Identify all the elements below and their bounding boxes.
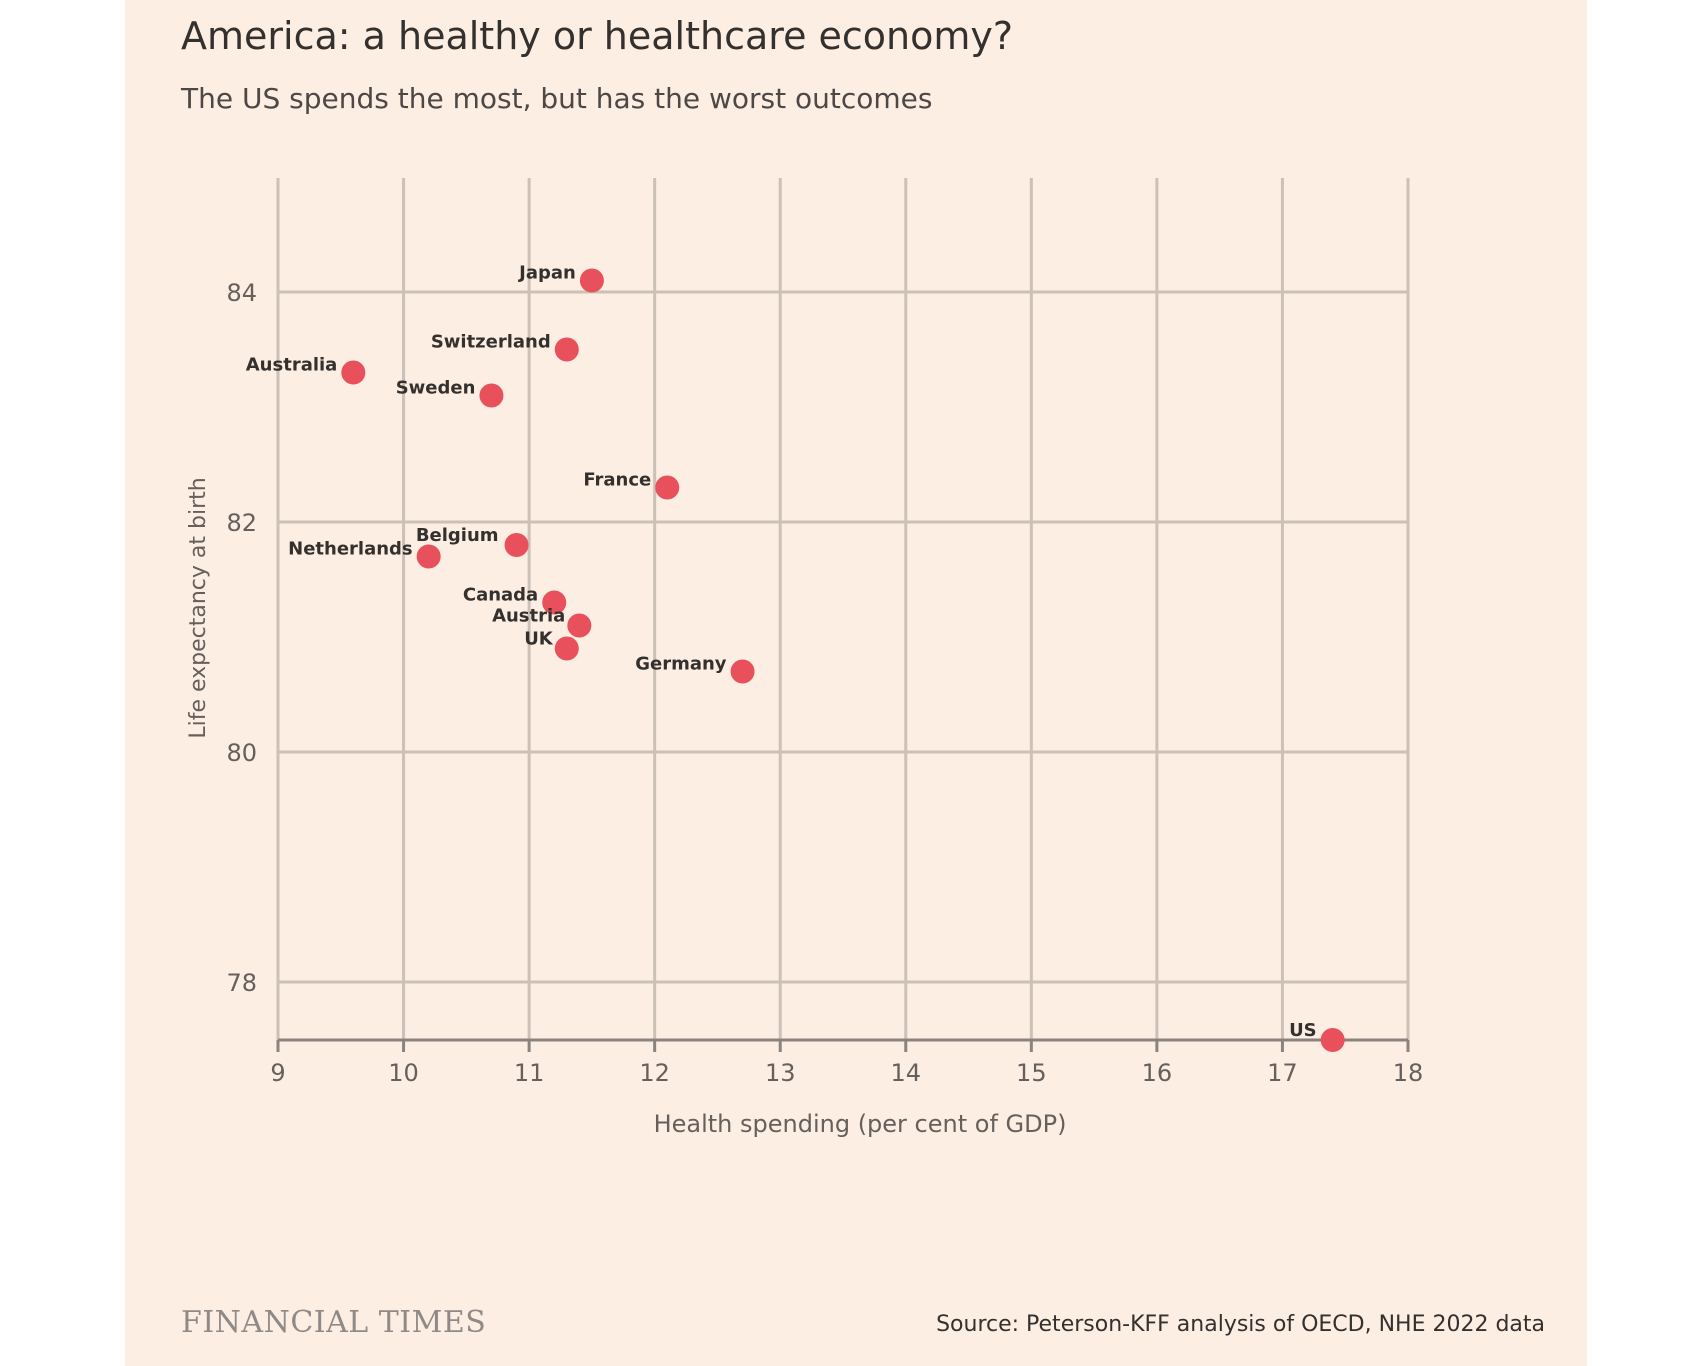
- y-axis-label: Life expectancy at birth: [186, 477, 211, 738]
- point-us: [1320, 1028, 1345, 1052]
- y-gridlines: [278, 290, 1408, 984]
- point-belgium: [504, 533, 529, 557]
- source-note: Source: Peterson-KFF analysis of OECD, N…: [936, 1312, 1545, 1337]
- x-tick-labels: 9 10 11 12 13 14 15 16 17 18: [270, 1059, 1423, 1087]
- x-tick-label-17: 17: [1267, 1059, 1298, 1087]
- x-axis-label: Health spending (per cent of GDP): [654, 1110, 1067, 1138]
- data-points: [341, 268, 1345, 1052]
- x-tick-label-18: 18: [1393, 1059, 1424, 1087]
- x-tick-label-10: 10: [388, 1059, 419, 1087]
- y-tick-label-78: 78: [226, 969, 257, 997]
- point-label-austria: Austria: [492, 606, 565, 627]
- point-australia: [341, 360, 366, 385]
- x-tick-label-16: 16: [1142, 1059, 1173, 1087]
- point-label-canada: Canada: [463, 585, 538, 606]
- scatter-chart: 78 80 82 84 9 10 11 12 13 14 15 16 17 18 Japan Switze…: [186, 178, 1423, 1138]
- point-uk: [554, 636, 579, 661]
- point-netherlands: [416, 544, 441, 569]
- x-tick-label-13: 13: [765, 1059, 796, 1087]
- point-label-belgium: Belgium: [416, 525, 499, 546]
- chart-subtitle: The US spends the most, but has the wors…: [181, 82, 933, 115]
- point-label-australia: Australia: [246, 355, 338, 376]
- point-switzerland: [554, 337, 579, 362]
- x-tick-label-11: 11: [514, 1059, 545, 1087]
- point-label-japan: Japan: [517, 263, 576, 284]
- point-label-germany: Germany: [635, 654, 727, 675]
- y-tick-label-82: 82: [226, 509, 257, 537]
- x-gridlines: [276, 178, 1410, 1052]
- point-sweden: [479, 383, 504, 408]
- point-labels: Japan Switzerland Australia Sweden France Bel…: [246, 263, 1317, 1042]
- point-canada: [542, 590, 567, 615]
- y-tick-labels: 78 80 82 84: [226, 279, 257, 997]
- y-tick-label-84: 84: [226, 279, 257, 307]
- chart-title: America: a healthy or healthcare economy…: [181, 14, 1014, 58]
- point-label-netherlands: Netherlands: [288, 539, 413, 560]
- y-tick-label-80: 80: [226, 739, 257, 767]
- point-label-sweden: Sweden: [396, 378, 476, 399]
- point-germany: [730, 659, 755, 684]
- x-tick-label-14: 14: [891, 1059, 922, 1087]
- point-france: [655, 475, 680, 500]
- x-tick-label-9: 9: [270, 1059, 285, 1087]
- chart-card: America: a healthy or healthcare economy…: [125, 0, 1587, 1366]
- point-austria: [567, 613, 592, 638]
- x-tick-label-15: 15: [1016, 1059, 1047, 1087]
- ft-logo: FINANCIAL TIMES: [181, 1305, 487, 1340]
- point-label-switzerland: Switzerland: [431, 332, 551, 353]
- point-label-us: US: [1289, 1020, 1317, 1041]
- point-label-france: France: [583, 470, 651, 491]
- point-label-uk: UK: [524, 629, 554, 650]
- x-tick-label-12: 12: [639, 1059, 670, 1087]
- point-japan: [579, 268, 604, 293]
